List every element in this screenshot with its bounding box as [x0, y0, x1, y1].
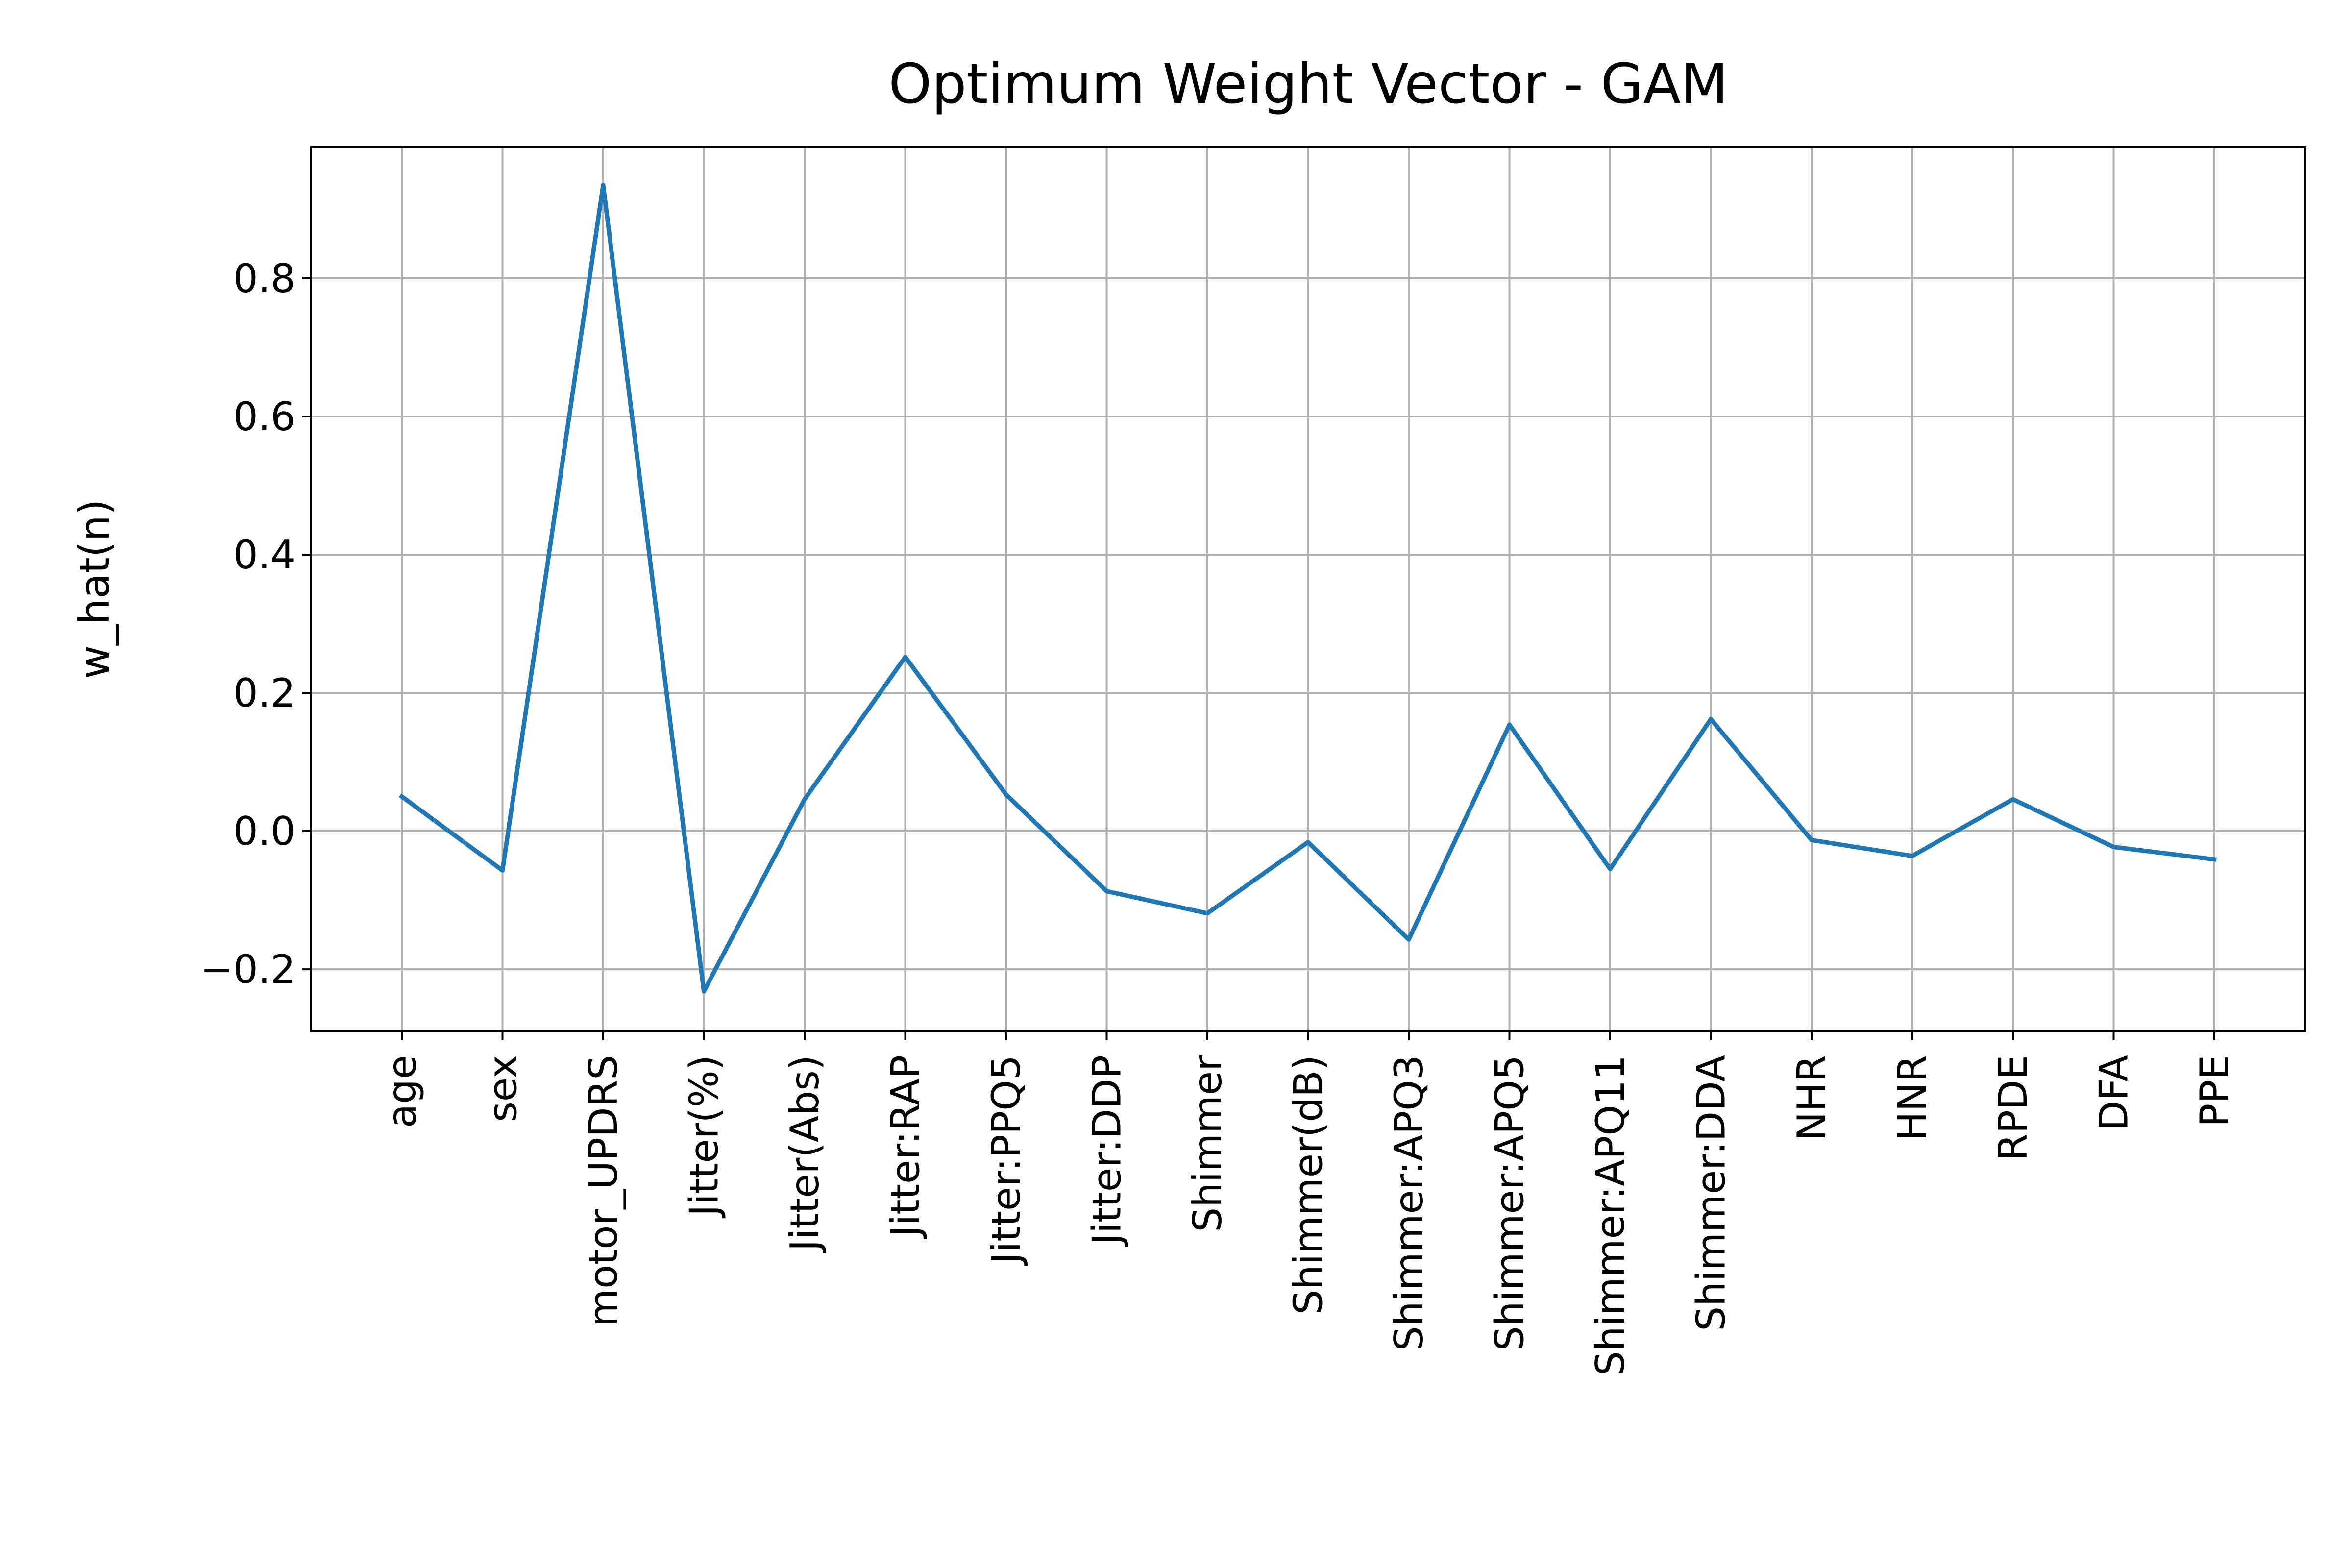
x-tick-label: Jitter(%)	[682, 1055, 727, 1219]
x-tick-label: motor_UPDRS	[581, 1055, 626, 1327]
x-tick-label: Shimmer	[1185, 1055, 1230, 1232]
y-axis: −0.2 0.0 0.2 0.4 0.6 0.8	[200, 256, 311, 992]
grid	[311, 147, 2305, 1031]
y-axis-label: w_hat(n)	[71, 499, 119, 679]
plot-lines	[398, 183, 2217, 994]
x-tick-label: age	[379, 1055, 425, 1128]
x-tick-label: Shimmer:APQ5	[1487, 1055, 1533, 1351]
y-tick-label: 0.8	[233, 256, 295, 301]
y-tick-label: 0.0	[233, 808, 295, 854]
x-tick-label: Shimmer:APQ3	[1386, 1055, 1432, 1351]
x-tick-label: PPE	[2192, 1055, 2237, 1127]
y-tick-label: 0.2	[233, 670, 295, 716]
y-tick-label: 0.4	[233, 532, 295, 578]
x-tick-label: Jitter(Abs)	[782, 1055, 828, 1253]
x-tick-label: HNR	[1890, 1055, 1936, 1141]
plot-frame	[310, 146, 2306, 1032]
x-tick-label: Jitter:DDP	[1084, 1055, 1130, 1248]
x-tick-label: RPDE	[1990, 1055, 2036, 1161]
y-tick-label: −0.2	[200, 947, 295, 992]
x-tick-label: sex	[480, 1055, 526, 1122]
x-axis: age sex motor_UPDRS Jitter(%) Jitter(Abs) Jit…	[379, 1031, 2237, 1376]
chart-title: Optimum Weight Vector - GAM	[888, 52, 1728, 116]
x-tick-label: NHR	[1789, 1055, 1835, 1141]
y-tick-label: 0.6	[233, 394, 295, 440]
series-line	[398, 183, 2217, 994]
x-tick-label: Shimmer:APQ11	[1588, 1055, 1633, 1376]
x-tick-label: Shimmer(dB)	[1286, 1055, 1331, 1315]
x-tick-label: Jitter:PPQ5	[983, 1055, 1029, 1267]
x-tick-label: Jitter:RAP	[883, 1055, 929, 1240]
x-tick-label: Shimmer:DDA	[1689, 1055, 1734, 1331]
x-tick-label: DFA	[2091, 1055, 2137, 1131]
